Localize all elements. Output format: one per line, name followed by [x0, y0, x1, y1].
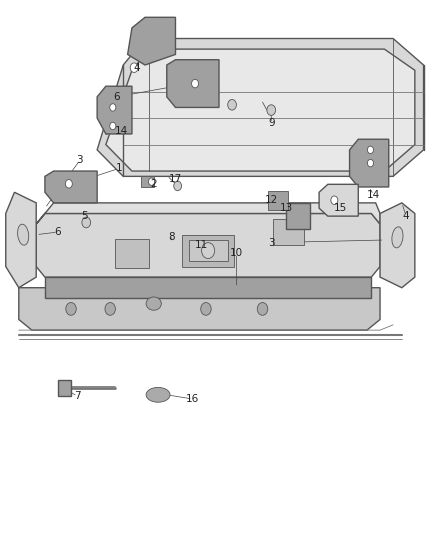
- Text: 4: 4: [403, 211, 410, 221]
- Polygon shape: [36, 203, 380, 224]
- Polygon shape: [97, 38, 424, 176]
- Text: 12: 12: [265, 195, 278, 205]
- Circle shape: [191, 79, 198, 88]
- Text: 17: 17: [169, 174, 182, 184]
- FancyBboxPatch shape: [268, 191, 288, 209]
- Circle shape: [228, 100, 237, 110]
- FancyBboxPatch shape: [141, 176, 154, 187]
- Ellipse shape: [146, 387, 170, 402]
- Text: 4: 4: [133, 63, 140, 72]
- Circle shape: [201, 303, 211, 316]
- FancyBboxPatch shape: [188, 240, 228, 261]
- Polygon shape: [6, 192, 36, 288]
- Polygon shape: [45, 277, 371, 298]
- Circle shape: [110, 104, 116, 111]
- Text: 16: 16: [186, 394, 200, 404]
- Polygon shape: [350, 139, 389, 187]
- FancyBboxPatch shape: [182, 235, 234, 266]
- Polygon shape: [58, 381, 71, 397]
- Circle shape: [201, 243, 215, 259]
- Circle shape: [267, 105, 276, 115]
- Text: 14: 14: [367, 190, 380, 200]
- Ellipse shape: [146, 297, 161, 310]
- Text: 15: 15: [334, 203, 347, 213]
- Text: 5: 5: [81, 211, 88, 221]
- Ellipse shape: [392, 227, 403, 248]
- Circle shape: [130, 63, 138, 72]
- Text: 1: 1: [116, 164, 122, 173]
- Text: 8: 8: [168, 232, 174, 243]
- FancyBboxPatch shape: [115, 239, 149, 268]
- Text: 9: 9: [268, 118, 275, 128]
- Polygon shape: [36, 214, 380, 277]
- Circle shape: [174, 181, 182, 191]
- Text: 3: 3: [76, 156, 83, 165]
- Ellipse shape: [18, 224, 29, 245]
- Text: 7: 7: [74, 391, 81, 401]
- Circle shape: [105, 303, 116, 316]
- Text: 6: 6: [55, 227, 61, 237]
- Circle shape: [148, 178, 155, 185]
- Circle shape: [82, 217, 91, 228]
- Text: 13: 13: [280, 203, 293, 213]
- Polygon shape: [97, 86, 132, 134]
- Polygon shape: [167, 60, 219, 108]
- Circle shape: [257, 303, 268, 316]
- Text: 14: 14: [114, 126, 128, 136]
- Text: 3: 3: [268, 238, 275, 248]
- Circle shape: [331, 196, 338, 205]
- Polygon shape: [380, 203, 415, 288]
- Circle shape: [367, 159, 374, 167]
- Circle shape: [65, 180, 72, 188]
- Polygon shape: [127, 17, 176, 65]
- Polygon shape: [19, 288, 380, 330]
- Polygon shape: [286, 203, 311, 229]
- Polygon shape: [106, 49, 415, 171]
- Text: 11: 11: [195, 240, 208, 251]
- Circle shape: [66, 303, 76, 316]
- Polygon shape: [45, 171, 97, 203]
- FancyBboxPatch shape: [273, 219, 304, 245]
- Circle shape: [367, 146, 374, 154]
- Circle shape: [110, 122, 116, 130]
- Text: 2: 2: [150, 179, 157, 189]
- Polygon shape: [319, 184, 358, 216]
- Text: 10: 10: [230, 248, 243, 259]
- Text: 6: 6: [113, 92, 120, 102]
